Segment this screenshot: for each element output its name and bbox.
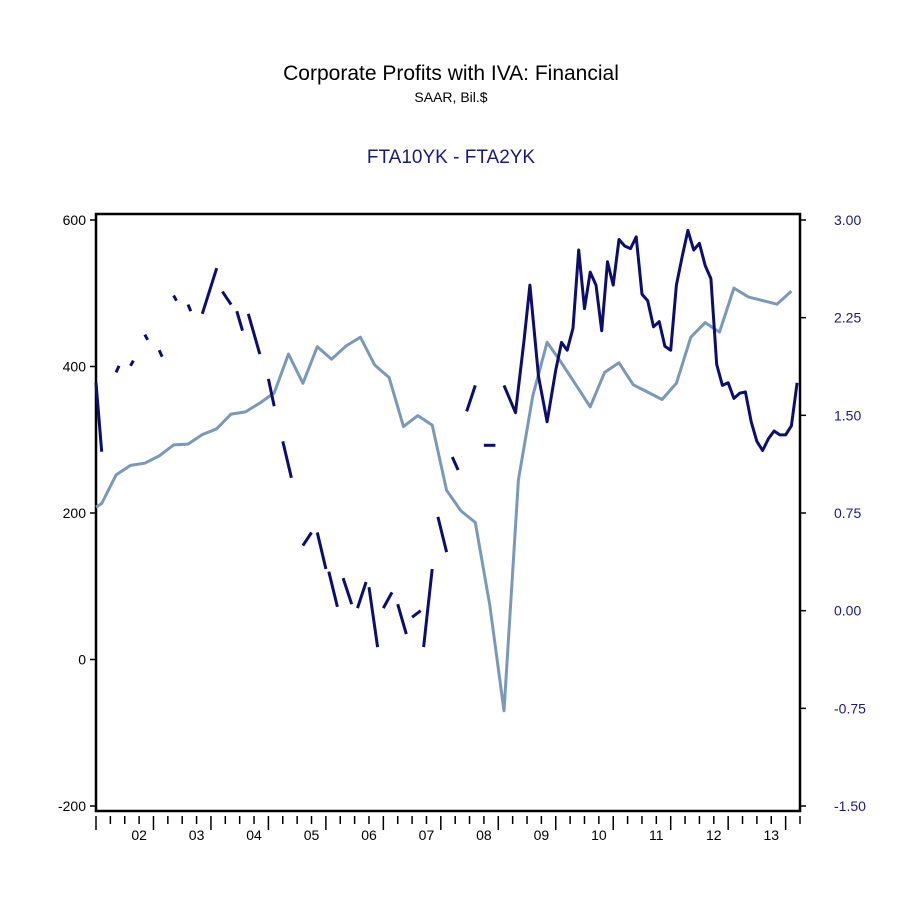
x-tick-label: 08 <box>476 827 492 843</box>
right-tick-label: 0.00 <box>834 603 861 619</box>
spread-series-segment <box>157 349 164 358</box>
spread-series-segment <box>266 378 276 407</box>
plot-frame <box>94 212 802 813</box>
spread-series-segment <box>200 267 219 315</box>
x-tick-label: 04 <box>246 827 262 843</box>
right-series-label: FTA10YK - FTA2YK <box>366 147 536 168</box>
right-tick-label: -1.50 <box>834 798 866 814</box>
right-tick-label: -0.75 <box>834 700 866 716</box>
x-tick-label: 09 <box>534 827 550 843</box>
spread-series-segment <box>327 571 339 608</box>
spread-series-segment <box>186 304 193 312</box>
x-tick-label: 12 <box>706 827 722 843</box>
spread-series-segment <box>315 532 328 570</box>
spread-series-segment <box>114 365 121 374</box>
spread-series-segment <box>221 290 233 306</box>
spread-series-segment <box>129 359 135 367</box>
left-tick-label: 600 <box>63 212 87 228</box>
right-tick-label: 3.00 <box>834 212 861 228</box>
spread-series-segment <box>246 313 262 355</box>
chart-subtitle: SAAR, Bil.$ <box>414 89 488 105</box>
spread-series-segment <box>281 441 293 479</box>
right-tick-label: 1.50 <box>834 407 861 423</box>
left-axis: 600 400 200 0 -200 <box>58 212 96 814</box>
spread-series-segment <box>172 294 178 302</box>
x-tick-label: 03 <box>189 827 205 843</box>
series-layer <box>94 228 799 713</box>
x-tick-label: 05 <box>304 827 320 843</box>
x-tick-label: 06 <box>361 827 377 843</box>
spread-series-segment <box>411 609 422 619</box>
left-tick-label: 400 <box>63 359 87 375</box>
spread-series-segment <box>450 456 460 471</box>
profits-series-line <box>95 286 793 713</box>
right-tick-label: 0.75 <box>834 505 861 521</box>
left-tick-label: 0 <box>78 652 86 668</box>
spread-series-segment <box>235 310 244 332</box>
spread-series-segment <box>422 568 434 648</box>
spread-series-segment <box>301 531 313 547</box>
spread-series-segment <box>465 384 477 412</box>
spread-series-segment <box>381 591 394 609</box>
spread-series-segment <box>94 382 104 452</box>
spread-series-segment <box>143 333 150 341</box>
x-tick-label: 10 <box>591 827 607 843</box>
x-axis: 02 03 04 05 06 07 08 09 10 11 12 13 <box>95 816 801 843</box>
spread-series-segment <box>436 516 449 553</box>
left-tick-label: 200 <box>63 505 87 521</box>
x-tick-label: 02 <box>131 827 147 843</box>
x-tick-label: 11 <box>649 827 664 843</box>
x-tick-label: 13 <box>763 827 779 843</box>
right-tick-label: 2.25 <box>834 310 861 326</box>
spread-series-segment <box>341 577 354 605</box>
spread-series-segment <box>367 586 380 648</box>
right-axis: 3.00 2.25 1.50 0.75 0.00 -0.75 -1.50 <box>800 212 866 814</box>
left-tick-label: -200 <box>58 798 86 814</box>
chart-title: Corporate Profits with IVA: Financial <box>283 62 619 85</box>
spread-series-segment <box>356 581 368 609</box>
x-tick-label: 07 <box>419 827 435 843</box>
spread-series-segment <box>502 228 799 452</box>
spread-series-segment <box>396 603 408 635</box>
